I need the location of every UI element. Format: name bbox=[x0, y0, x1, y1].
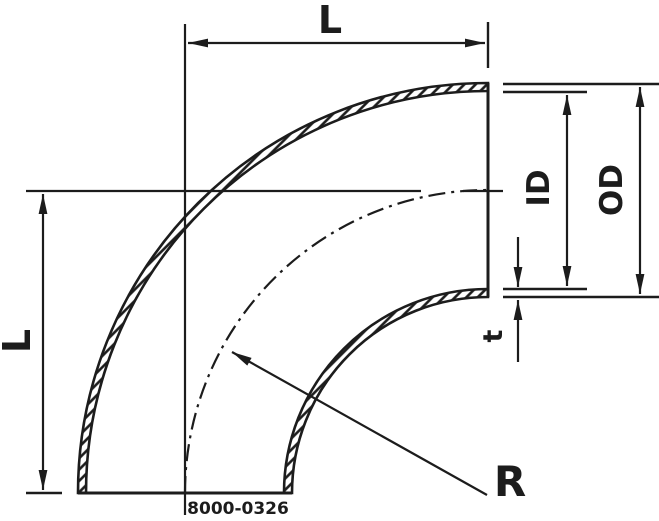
part-number-text: 8000-0326 bbox=[187, 499, 289, 519]
dimension-length-top: L bbox=[188, 0, 490, 68]
radius-leader: R bbox=[231, 351, 526, 506]
inner-diameter-label: ID bbox=[521, 169, 557, 206]
bend-radius-label: R bbox=[494, 457, 526, 506]
pipe-elbow-body bbox=[76, 81, 490, 495]
length-left-label: L bbox=[0, 329, 39, 353]
outer-wall-section bbox=[76, 81, 490, 495]
dimension-length-left: L bbox=[0, 194, 62, 495]
dimension-id: ID bbox=[503, 90, 587, 291]
bend-centerline-arc bbox=[183, 188, 489, 494]
outer-diameter-label: OD bbox=[594, 164, 630, 216]
length-top-label: L bbox=[318, 0, 342, 42]
inner-wall-section bbox=[282, 287, 490, 495]
wall-thickness-label: t bbox=[478, 329, 509, 342]
dimension-wall-thickness: t bbox=[478, 237, 523, 362]
dimension-od: OD bbox=[503, 82, 659, 299]
leader-line bbox=[231, 351, 488, 496]
centerlines bbox=[26, 24, 503, 515]
